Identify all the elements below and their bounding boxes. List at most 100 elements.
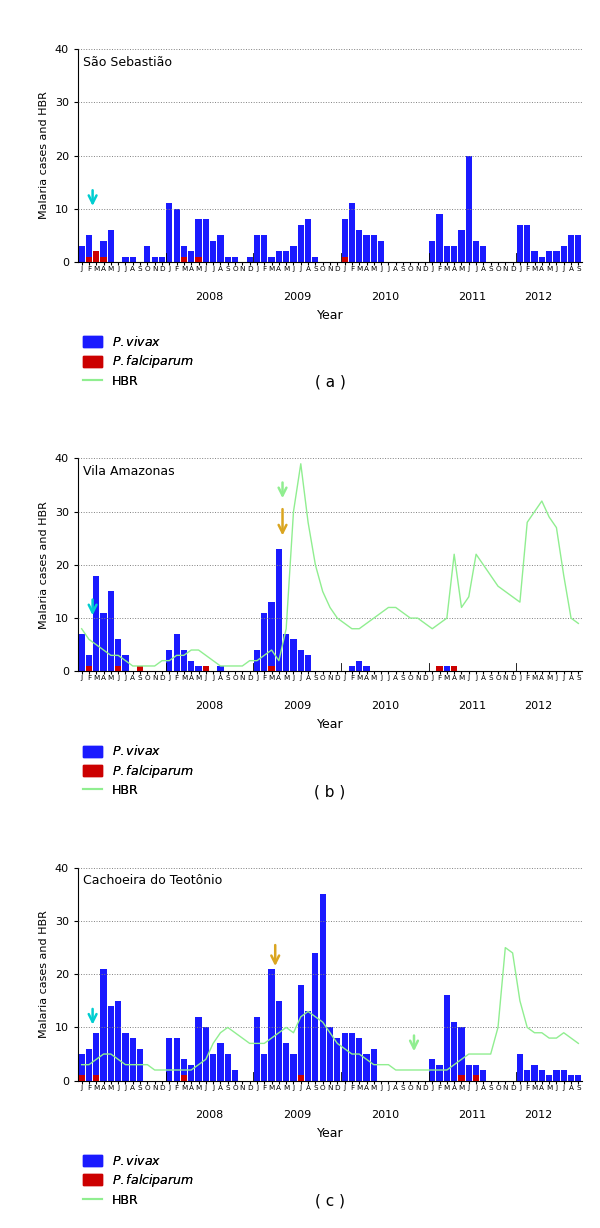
Bar xyxy=(86,236,92,262)
Bar xyxy=(298,225,304,262)
Bar xyxy=(349,666,355,672)
Bar xyxy=(108,1006,114,1081)
Bar xyxy=(130,257,136,262)
Bar xyxy=(100,241,107,262)
Bar xyxy=(254,236,260,262)
Bar xyxy=(224,257,231,262)
Bar xyxy=(181,1076,187,1081)
Bar xyxy=(203,220,209,262)
Bar xyxy=(473,1065,479,1081)
Text: ( b ): ( b ) xyxy=(314,785,346,799)
Bar xyxy=(320,894,326,1081)
Bar xyxy=(188,1065,194,1081)
Bar xyxy=(451,246,457,262)
Text: 2010: 2010 xyxy=(371,701,399,711)
Text: 2008: 2008 xyxy=(196,1110,224,1120)
Text: 2010: 2010 xyxy=(371,292,399,302)
Bar xyxy=(560,1070,567,1081)
Bar xyxy=(546,252,552,262)
Bar xyxy=(188,661,194,672)
Bar xyxy=(137,1049,143,1081)
Bar xyxy=(568,1076,574,1081)
Bar xyxy=(305,220,311,262)
Bar xyxy=(86,257,92,262)
Bar xyxy=(130,1038,136,1081)
Bar xyxy=(341,257,348,262)
Bar xyxy=(203,1028,209,1081)
Text: 2009: 2009 xyxy=(283,701,311,711)
Bar xyxy=(283,1044,289,1081)
Bar xyxy=(298,1076,304,1081)
Y-axis label: Malaria cases and HBR: Malaria cases and HBR xyxy=(39,92,49,220)
Bar xyxy=(524,225,530,262)
Bar xyxy=(217,236,224,262)
Bar xyxy=(458,230,464,262)
Bar xyxy=(144,246,151,262)
Bar xyxy=(290,246,296,262)
Bar xyxy=(283,634,289,672)
Text: Year: Year xyxy=(317,718,343,731)
Legend: $P. vivax$, $P. falciparum$, HBR: $P. vivax$, $P. falciparum$, HBR xyxy=(78,330,199,393)
Text: 2011: 2011 xyxy=(458,701,487,711)
Bar xyxy=(122,1033,128,1081)
Bar xyxy=(93,1076,100,1081)
Y-axis label: Malaria cases and HBR: Malaria cases and HBR xyxy=(39,501,49,629)
Bar xyxy=(473,1076,479,1081)
Bar xyxy=(217,1044,224,1081)
Bar xyxy=(100,613,107,672)
Bar xyxy=(480,246,487,262)
Bar xyxy=(349,1033,355,1081)
Bar xyxy=(480,1070,487,1081)
Bar xyxy=(546,1076,552,1081)
Bar xyxy=(166,650,172,672)
Bar xyxy=(181,246,187,262)
Bar xyxy=(298,985,304,1081)
Bar xyxy=(436,666,443,672)
Bar xyxy=(276,549,282,672)
Bar xyxy=(444,996,450,1081)
Bar xyxy=(79,1054,85,1081)
Bar xyxy=(553,1070,560,1081)
Bar xyxy=(444,246,450,262)
Bar xyxy=(166,204,172,262)
Text: Cachoeira do Teotônio: Cachoeira do Teotônio xyxy=(83,874,222,887)
Bar xyxy=(122,656,128,672)
Bar xyxy=(93,576,100,672)
Bar xyxy=(349,204,355,262)
Bar xyxy=(356,1038,362,1081)
Bar xyxy=(473,241,479,262)
Text: 2008: 2008 xyxy=(196,292,224,302)
Bar xyxy=(196,257,202,262)
Bar xyxy=(517,225,523,262)
Bar xyxy=(100,257,107,262)
Bar xyxy=(532,1065,538,1081)
Bar xyxy=(217,666,224,672)
Bar xyxy=(341,1033,348,1081)
Bar xyxy=(466,1065,472,1081)
Bar xyxy=(188,252,194,262)
Bar xyxy=(254,650,260,672)
Text: 2010: 2010 xyxy=(371,1110,399,1120)
Bar xyxy=(181,650,187,672)
Bar xyxy=(334,1038,340,1081)
Bar xyxy=(254,1017,260,1081)
Text: Year: Year xyxy=(317,308,343,322)
Bar xyxy=(532,252,538,262)
Bar xyxy=(210,241,216,262)
Text: 2011: 2011 xyxy=(458,1110,487,1120)
Bar xyxy=(152,257,158,262)
Bar xyxy=(93,252,100,262)
Bar xyxy=(86,1049,92,1081)
Text: Year: Year xyxy=(317,1127,343,1141)
Bar xyxy=(458,1076,464,1081)
Bar xyxy=(341,220,348,262)
Bar xyxy=(203,666,209,672)
Bar xyxy=(451,1022,457,1081)
Bar xyxy=(196,666,202,672)
Bar xyxy=(181,1060,187,1081)
Bar xyxy=(79,246,85,262)
Bar xyxy=(261,236,268,262)
Bar xyxy=(173,634,180,672)
Bar xyxy=(86,656,92,672)
Bar xyxy=(517,1054,523,1081)
